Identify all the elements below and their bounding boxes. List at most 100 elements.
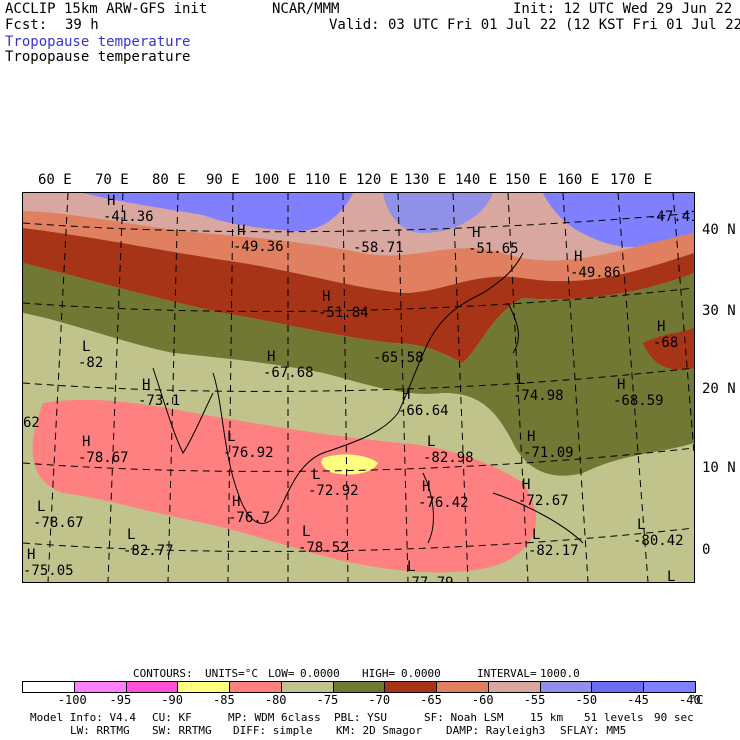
high-marker: H xyxy=(322,289,330,305)
low-marker: L xyxy=(637,517,645,533)
high-marker: H xyxy=(472,225,480,241)
model-info-item: Model Info: V4.4 xyxy=(30,711,136,724)
contours-label: CONTOURS: xyxy=(133,667,193,680)
legend-swatch xyxy=(384,681,438,693)
longitude-label: 170 E xyxy=(610,172,653,188)
low-marker: L xyxy=(227,429,235,445)
band-65 xyxy=(23,228,694,363)
legend-tick: -60 xyxy=(471,693,494,707)
latitude-label: 20 N xyxy=(702,381,736,397)
marker-value: -72.92 xyxy=(308,483,359,499)
legend-swatch xyxy=(22,681,75,693)
high-marker: H xyxy=(82,434,90,450)
longitude-label: 130 E xyxy=(404,172,447,188)
marker-value: -78.67 xyxy=(78,450,129,466)
tropopause-temperature-map: H-41.36H-49.36 -58.71H-51.65-47.41H-49.86… xyxy=(23,193,694,582)
model-info-item: 51 levels xyxy=(584,711,644,724)
map-panel: H -41.36 H -49.36 -58.71 H -51.65 -47.41 H -49.86… xyxy=(22,192,695,583)
band-70 xyxy=(23,263,694,476)
high-marker: H xyxy=(267,349,275,365)
model-info-item: 15 km xyxy=(530,711,564,724)
low-marker: L xyxy=(82,339,90,355)
marker-value: -66.64 xyxy=(398,403,449,419)
model-info-item: KM: 2D Smagor xyxy=(336,724,423,737)
marker-value: -75.05 xyxy=(23,563,74,579)
contours-units: UNITS=°C xyxy=(205,667,258,680)
legend-swatch xyxy=(643,681,696,693)
legend-tick: -75 xyxy=(316,693,339,707)
high-marker: H xyxy=(402,387,410,403)
latitude-label: 10 N xyxy=(702,460,736,476)
marker-value: -49.86 xyxy=(570,265,621,281)
model-info-item: DIFF: simple xyxy=(233,724,313,737)
high-marker: H xyxy=(422,479,430,495)
contours-high-label: HIGH= xyxy=(362,667,396,680)
legend-tick: -40 xyxy=(679,693,701,707)
marker-value: -51.65 xyxy=(468,241,519,257)
low-marker: L xyxy=(427,434,435,450)
init-time: Init: 12 UTC Wed 29 Jun 22 xyxy=(513,1,733,17)
model-info-item: 90 sec xyxy=(654,711,694,724)
legend-tick: -50 xyxy=(575,693,598,707)
forecast-hour: 39 h xyxy=(65,17,99,33)
legend-tick: -70 xyxy=(368,693,391,707)
high-marker: H xyxy=(527,429,535,445)
marker-value: -65.58 xyxy=(373,350,424,366)
longitude-label: 150 E xyxy=(505,172,548,188)
contours-high-value: 0.0000 xyxy=(401,667,441,680)
legend-tick: -90 xyxy=(161,693,183,707)
marker-value: -71.09 xyxy=(523,445,574,461)
high-marker: H xyxy=(142,377,150,393)
color-legend xyxy=(22,681,696,693)
low-marker: L xyxy=(407,559,415,575)
low-marker: L xyxy=(37,499,45,515)
legend-swatch xyxy=(591,681,645,693)
marker-value: -74.98 xyxy=(513,388,564,404)
high-marker: H xyxy=(232,494,240,510)
latitude-label: 40 N xyxy=(702,222,736,238)
model-title: ACCLIP 15km ARW-GFS init xyxy=(5,1,208,17)
graticule xyxy=(23,193,694,582)
longitude-label: 60 E xyxy=(38,172,72,188)
marker-value: -67.68 xyxy=(263,365,314,381)
legend-tick: -45 xyxy=(627,693,649,707)
marker-value: -73.1 xyxy=(138,393,180,409)
high-marker: H xyxy=(27,547,35,563)
longitude-label: 110 E xyxy=(305,172,348,188)
pressure-markers: H-41.36H-49.36 -58.71H-51.65-47.41H-49.86… xyxy=(23,193,694,582)
contours-interval-value: 1000.0 xyxy=(540,667,580,680)
forecast-label: Fcst: xyxy=(5,17,48,33)
model-info-item: CU: KF xyxy=(152,711,192,724)
contours-low-label: LOW= xyxy=(268,667,295,680)
marker-value: -82.17 xyxy=(528,543,579,559)
marker-value: -76.7 xyxy=(228,510,270,526)
longitude-label: 140 E xyxy=(455,172,498,188)
longitude-label: 160 E xyxy=(557,172,600,188)
latitude-label: 30 N xyxy=(702,303,736,319)
marker-value: -76.42 xyxy=(418,495,469,511)
band-85 xyxy=(321,454,378,475)
marker-value: -80.42 xyxy=(633,533,684,549)
legend-tick: -95 xyxy=(109,693,132,707)
legend-swatch xyxy=(332,681,386,693)
marker-value: -49.36 xyxy=(233,239,284,255)
legend-swatch xyxy=(229,681,282,693)
low-marker: L xyxy=(517,372,525,388)
band-75 xyxy=(23,313,513,455)
marker-value: -76.92 xyxy=(223,445,274,461)
legend-swatch xyxy=(177,681,231,693)
longitude-label: 80 E xyxy=(152,172,186,188)
field-title: Tropopause temperature xyxy=(5,49,191,65)
marker-value: -47.41 xyxy=(648,209,694,225)
blue-region-west xyxy=(83,193,353,232)
marker-value: -68 xyxy=(653,335,678,351)
contours-interval-label: INTERVAL= xyxy=(477,667,537,680)
high-marker: H xyxy=(522,477,530,493)
legend-tick: -100 xyxy=(57,693,87,707)
marker-value: -82.77 xyxy=(123,543,174,559)
model-info-item: PBL: YSU xyxy=(334,711,387,724)
legend-tick: -80 xyxy=(264,693,287,707)
coastlines xyxy=(152,252,584,544)
low-marker: L xyxy=(302,524,310,540)
model-info-item: SF: Noah LSM xyxy=(424,711,504,724)
